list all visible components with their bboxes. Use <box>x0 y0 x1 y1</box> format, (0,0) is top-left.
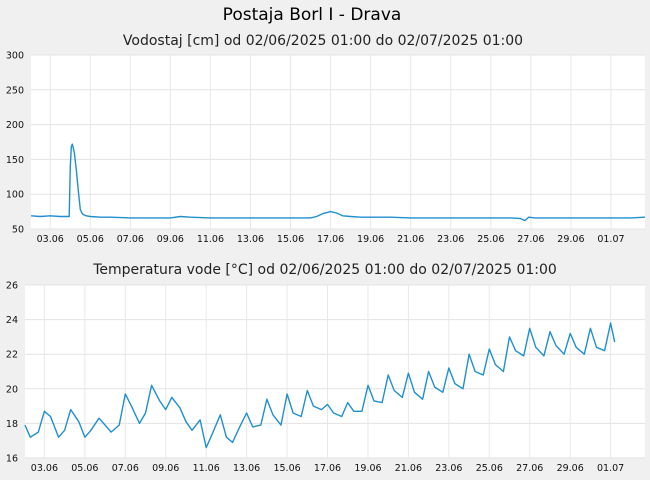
x-tick-label: 13.06 <box>237 234 264 245</box>
y-tick-label: 100 <box>6 190 24 201</box>
grid <box>25 284 645 459</box>
x-axis: 03.06 05.06 07.06 09.06 11.06 13.06 15.06 17.06… <box>31 463 624 474</box>
y-tick-label: 24 <box>6 315 18 326</box>
x-tick-label: 21.06 <box>395 463 422 474</box>
x-tick-label: 25.06 <box>477 234 504 245</box>
y-tick-label: 150 <box>6 155 24 166</box>
x-tick-label: 15.06 <box>273 463 300 474</box>
series-line <box>24 322 616 449</box>
x-tick-label: 01.07 <box>597 234 624 245</box>
x-tick-label: 07.06 <box>117 234 144 245</box>
x-tick-label: 11.06 <box>197 234 224 245</box>
y-tick-label: 16 <box>6 454 18 465</box>
y-axis: 50 100 150 200 250 300 <box>6 51 24 236</box>
plot-area <box>31 55 645 229</box>
y-tick-label: 26 <box>6 281 18 292</box>
chart-title: Temperatura vode [°C] od 02/06/2025 01:0… <box>92 262 557 278</box>
y-tick-label: 22 <box>6 350 18 361</box>
y-tick-label: 18 <box>6 419 18 430</box>
y-tick-label: 200 <box>6 120 24 131</box>
x-tick-label: 03.06 <box>31 463 58 474</box>
series-line <box>30 143 646 222</box>
x-tick-label: 23.06 <box>437 234 464 245</box>
x-tick-label: 17.06 <box>314 463 341 474</box>
page-title: Postaja Borl I - Drava <box>223 5 402 25</box>
x-tick-label: 09.06 <box>157 234 184 245</box>
x-tick-label: 05.06 <box>71 463 98 474</box>
x-tick-label: 01.07 <box>597 463 624 474</box>
x-tick-label: 19.06 <box>354 463 381 474</box>
chart-water-level: Vodostaj [cm] od 02/06/2025 01:00 do 02/… <box>6 33 646 245</box>
x-tick-label: 07.06 <box>112 463 139 474</box>
y-tick-label: 50 <box>12 225 24 236</box>
x-tick-label: 27.06 <box>517 234 544 245</box>
x-tick-label: 03.06 <box>37 234 64 245</box>
x-tick-label: 29.06 <box>557 234 584 245</box>
x-axis: 03.06 05.06 07.06 09.06 11.06 13.06 15.06 17.06… <box>37 234 625 245</box>
x-tick-label: 13.06 <box>233 463 260 474</box>
x-tick-label: 25.06 <box>476 463 503 474</box>
plot-area <box>25 285 645 458</box>
y-tick-label: 20 <box>6 384 18 395</box>
y-tick-label: 250 <box>6 85 24 96</box>
series-layer <box>30 143 646 222</box>
y-axis: 16 18 20 22 24 26 <box>6 281 18 465</box>
x-tick-label: 21.06 <box>397 234 424 245</box>
x-tick-label: 23.06 <box>435 463 462 474</box>
x-tick-label: 05.06 <box>77 234 104 245</box>
x-tick-label: 29.06 <box>557 463 584 474</box>
grid <box>31 54 645 230</box>
x-tick-label: 11.06 <box>193 463 220 474</box>
series-layer <box>24 322 616 449</box>
x-tick-label: 17.06 <box>317 234 344 245</box>
y-tick-label: 300 <box>6 51 24 62</box>
x-tick-label: 27.06 <box>516 463 543 474</box>
x-tick-label: 15.06 <box>277 234 304 245</box>
x-tick-label: 19.06 <box>357 234 384 245</box>
chart-water-temperature: Temperatura vode [°C] od 02/06/2025 01:0… <box>6 262 645 474</box>
chart-title: Vodostaj [cm] od 02/06/2025 01:00 do 02/… <box>123 33 523 49</box>
x-tick-label: 09.06 <box>152 463 179 474</box>
